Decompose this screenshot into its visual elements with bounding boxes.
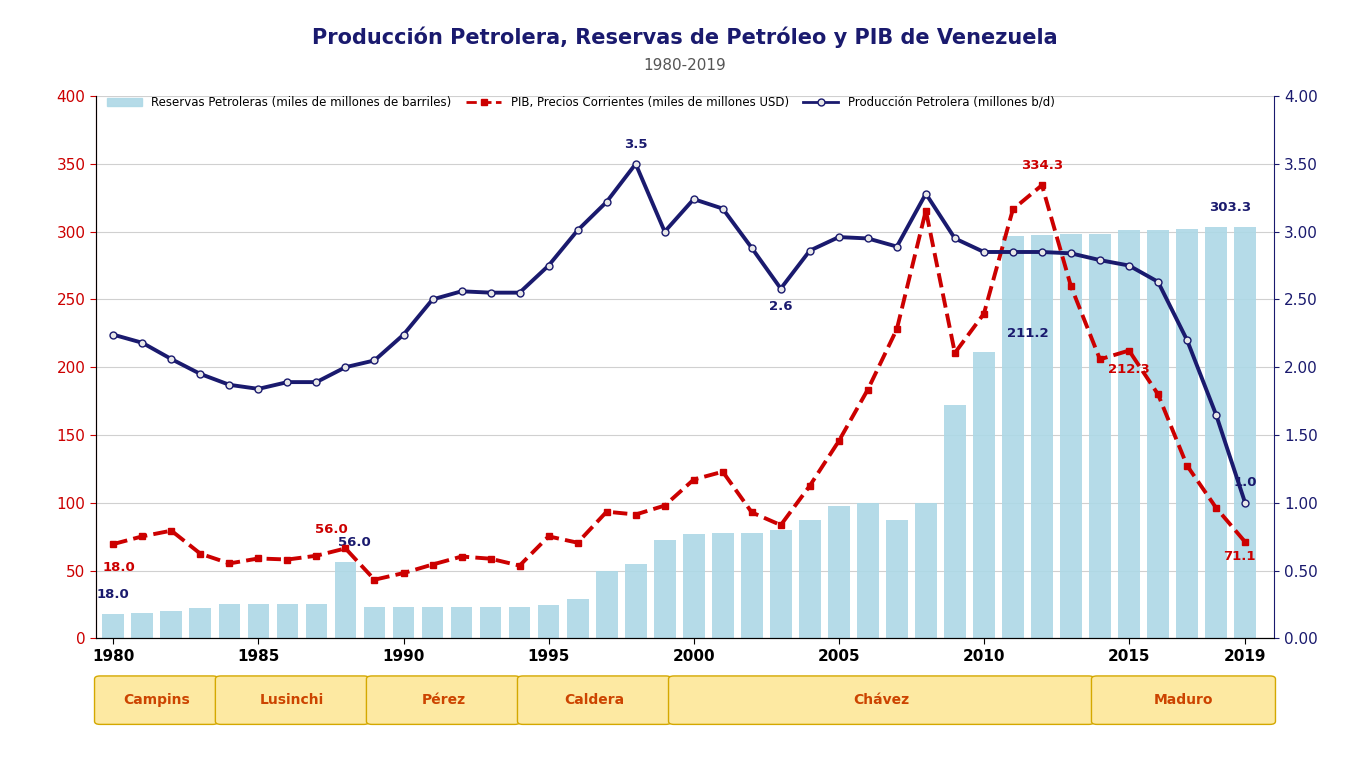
Bar <box>886 521 908 638</box>
Text: 56.0: 56.0 <box>315 523 348 535</box>
Bar <box>277 604 299 638</box>
Text: 18.0: 18.0 <box>103 561 136 574</box>
Bar <box>799 521 821 638</box>
Bar <box>712 533 733 638</box>
Text: Pérez: Pérez <box>421 693 466 707</box>
Text: 334.3: 334.3 <box>1021 159 1063 172</box>
Bar <box>479 607 501 638</box>
Text: 212.3: 212.3 <box>1108 363 1149 375</box>
Bar <box>393 607 414 638</box>
Bar <box>508 607 530 638</box>
Bar <box>1206 227 1228 638</box>
Bar <box>915 503 937 638</box>
Text: 303.3: 303.3 <box>1210 201 1252 215</box>
Bar <box>1089 234 1111 638</box>
Bar <box>218 604 240 638</box>
Bar <box>653 540 675 638</box>
Text: 18.0: 18.0 <box>97 588 130 601</box>
Bar <box>537 604 559 638</box>
Bar <box>858 503 878 638</box>
Text: 3.5: 3.5 <box>623 138 648 151</box>
Text: Producción Petrolera, Reservas de Petróleo y PIB de Venezuela: Producción Petrolera, Reservas de Petról… <box>312 27 1058 48</box>
Bar <box>567 599 589 638</box>
Bar <box>770 531 792 638</box>
Bar <box>132 613 153 638</box>
Bar <box>1147 231 1169 638</box>
Bar <box>944 404 966 638</box>
Text: Maduro: Maduro <box>1154 693 1214 707</box>
Bar <box>189 608 211 638</box>
Text: 1980-2019: 1980-2019 <box>644 58 726 73</box>
Text: 71.1: 71.1 <box>1223 550 1255 563</box>
Bar <box>103 614 125 638</box>
Text: Chávez: Chávez <box>854 693 910 707</box>
Bar <box>827 506 849 638</box>
Bar <box>160 611 182 638</box>
Bar <box>625 564 647 638</box>
Bar <box>248 604 270 638</box>
Bar <box>1060 234 1082 638</box>
Bar <box>363 607 385 638</box>
Bar <box>682 534 704 638</box>
Text: Caldera: Caldera <box>564 693 625 707</box>
Bar <box>422 607 444 638</box>
Bar <box>1001 236 1023 638</box>
Text: 56.0: 56.0 <box>338 536 370 549</box>
Bar <box>1234 227 1256 638</box>
Text: 2.6: 2.6 <box>769 300 792 313</box>
Bar <box>334 562 356 638</box>
Bar <box>1032 235 1052 638</box>
Bar <box>973 352 995 638</box>
Text: 211.2: 211.2 <box>1007 328 1048 341</box>
Text: 1.0: 1.0 <box>1233 477 1256 490</box>
Bar <box>741 533 763 638</box>
Bar <box>1177 228 1197 638</box>
Text: Lusinchi: Lusinchi <box>260 693 325 707</box>
Legend: Reservas Petroleras (miles de millones de barriles), PIB, Precios Corrientes (mi: Reservas Petroleras (miles de millones d… <box>101 92 1059 114</box>
Bar <box>1118 231 1140 638</box>
Bar <box>596 571 618 638</box>
Bar <box>451 607 473 638</box>
Bar <box>306 604 327 638</box>
Text: Campins: Campins <box>123 693 189 707</box>
